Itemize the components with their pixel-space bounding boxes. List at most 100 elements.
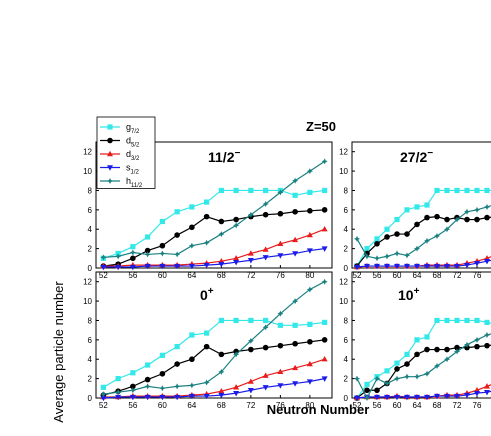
x-tick-label: 60	[158, 271, 167, 280]
y-tick-label: 10	[339, 167, 348, 176]
data-point	[464, 187, 470, 194]
data-point	[434, 187, 440, 194]
data-point	[484, 389, 490, 396]
data-point	[188, 242, 195, 249]
y-tick-label: 12	[83, 278, 92, 287]
data-point	[100, 384, 106, 390]
x-tick-label: 76	[473, 271, 482, 280]
data-point	[474, 187, 480, 194]
data-point	[321, 337, 328, 343]
data-point	[321, 246, 328, 252]
data-point	[414, 263, 420, 270]
data-point	[262, 324, 269, 331]
data-point	[384, 394, 390, 401]
data-point	[277, 368, 284, 375]
series-h11-2	[354, 203, 491, 262]
series-h11-2	[354, 332, 491, 401]
data-point	[484, 214, 490, 221]
data-point	[414, 337, 420, 343]
data-point	[364, 381, 370, 388]
data-point	[188, 263, 195, 270]
data-point	[424, 202, 430, 208]
data-point	[414, 394, 420, 401]
data-point	[262, 211, 269, 218]
data-point	[364, 387, 370, 394]
data-point	[306, 248, 313, 254]
data-point	[374, 236, 380, 242]
legend-marker	[107, 178, 113, 184]
series-line	[356, 216, 491, 267]
y-tick-label: 2	[344, 245, 349, 254]
legend-label: h11/2	[126, 176, 143, 189]
data-point	[464, 262, 470, 269]
data-point	[394, 250, 400, 257]
data-point	[129, 394, 136, 401]
y-tick-label: 8	[344, 316, 349, 325]
series-h11-2	[100, 158, 328, 261]
state-label: 0+	[200, 286, 214, 303]
x-axis-label: Neutron Number	[267, 402, 370, 417]
data-point	[292, 192, 298, 198]
y-tick-label: 8	[88, 316, 93, 325]
x-tick-label: 64	[187, 401, 196, 410]
data-point	[130, 255, 136, 262]
data-point	[233, 255, 240, 261]
data-point	[100, 391, 107, 398]
series-d5-2	[354, 213, 491, 269]
data-point	[144, 394, 151, 401]
legend-marker	[107, 124, 113, 130]
data-point	[277, 253, 284, 259]
series-line	[356, 390, 491, 399]
series-line	[103, 209, 325, 267]
data-point	[444, 216, 450, 223]
data-point	[159, 394, 166, 401]
data-point	[424, 214, 430, 221]
data-point	[321, 376, 328, 382]
data-point	[248, 317, 254, 324]
x-tick-label: 64	[413, 271, 422, 280]
data-point	[204, 199, 210, 205]
legend-entry: d3/2	[100, 149, 140, 162]
series-line	[356, 319, 491, 399]
data-point	[384, 263, 390, 270]
data-point	[364, 253, 370, 260]
series-line	[356, 205, 491, 259]
data-point	[424, 263, 430, 270]
data-point	[129, 249, 136, 256]
data-point	[159, 263, 166, 270]
y-tick-label: 8	[88, 186, 93, 195]
data-point	[434, 263, 440, 270]
data-point	[145, 362, 151, 368]
data-point	[189, 356, 195, 363]
data-point	[129, 387, 136, 394]
x-tick-label: 72	[453, 401, 462, 410]
x-tick-label: 68	[433, 401, 442, 410]
legend-marker	[107, 150, 113, 157]
data-point	[454, 317, 460, 324]
series-g7-2	[354, 187, 491, 269]
y-tick-label: 6	[344, 336, 349, 345]
y-tick-label: 0	[344, 264, 349, 273]
data-point	[218, 368, 225, 375]
data-point	[277, 189, 284, 196]
x-tick-label: 52	[353, 401, 362, 410]
data-point	[188, 382, 195, 389]
data-point	[484, 187, 490, 194]
data-point	[233, 216, 239, 223]
y-tick-label: 4	[344, 355, 349, 364]
data-point	[404, 394, 410, 401]
data-point	[307, 208, 313, 214]
data-point	[306, 231, 313, 238]
data-point	[130, 244, 136, 250]
data-point	[474, 206, 480, 213]
data-point	[444, 317, 450, 324]
data-point	[404, 361, 410, 367]
y-tick-label: 0	[88, 264, 93, 273]
series-line	[356, 259, 491, 268]
data-point	[374, 375, 380, 382]
data-point	[203, 343, 210, 350]
data-point	[434, 346, 440, 353]
data-point	[262, 255, 269, 261]
x-tick-label: 68	[433, 271, 442, 280]
